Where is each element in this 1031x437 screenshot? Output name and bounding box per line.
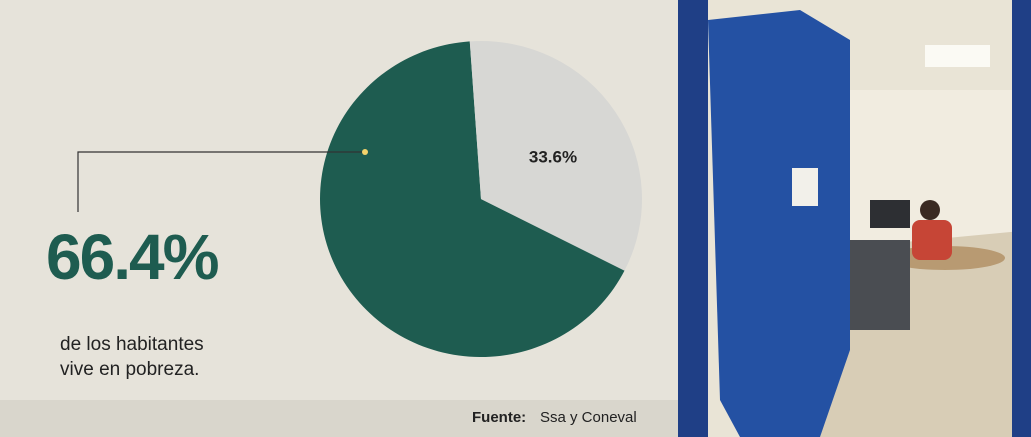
source: Ssa y Coneval: [540, 409, 637, 426]
photo-person-head: [920, 200, 940, 220]
photo-monitor: [870, 200, 910, 228]
slice-label: 33.6%: [529, 147, 577, 166]
leader-line: [77, 151, 365, 212]
main-value-label: 66.4%: [46, 221, 219, 293]
pie: [320, 40, 642, 357]
source-label: Fuente:: [472, 409, 526, 426]
photo-door-edge: [1012, 0, 1031, 437]
caption-line: vive en pobreza.: [60, 359, 199, 380]
caption-line: de los habitantes: [60, 334, 204, 355]
photo-cabinet: [850, 240, 910, 330]
footer-band: [0, 400, 678, 437]
pie-slice: [469, 40, 642, 271]
photo-light: [925, 45, 990, 67]
pie-slice: [320, 41, 625, 357]
leader-dot: [362, 149, 368, 155]
photo: [678, 0, 1031, 437]
photo-door: [708, 10, 850, 437]
photo-door-frame: [678, 0, 708, 437]
photo-sign: [792, 168, 818, 206]
photo-person: [912, 220, 952, 260]
